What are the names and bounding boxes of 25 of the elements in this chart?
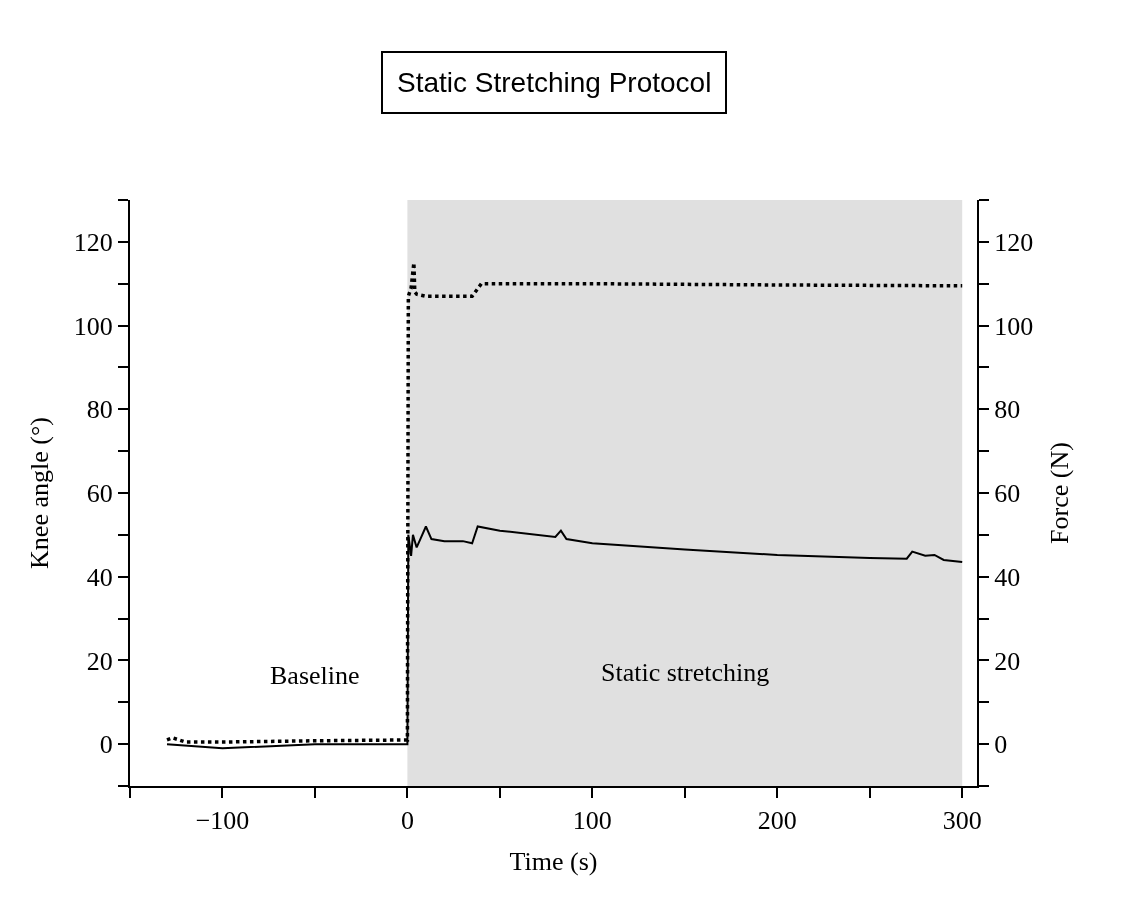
x-tick-label: 0 bbox=[400, 806, 414, 836]
y2-axis-title: Force (N) bbox=[1045, 442, 1075, 544]
y2-tick-label: 80 bbox=[994, 395, 1021, 425]
y2-tick-label: 60 bbox=[994, 479, 1021, 509]
y2-tick-label: 100 bbox=[994, 311, 1034, 341]
annotation: Baseline bbox=[270, 661, 360, 690]
x-axis-title: Time (s) bbox=[509, 847, 598, 877]
y-tick-label: 120 bbox=[73, 227, 113, 257]
y-tick-label: 80 bbox=[86, 395, 113, 425]
y-axis-title: Knee angle (°) bbox=[24, 417, 54, 569]
y2-tick-label: 0 bbox=[994, 730, 1008, 760]
y2-tick-label: 20 bbox=[994, 646, 1021, 676]
y-tick-label: 40 bbox=[86, 562, 113, 592]
x-tick-label: 300 bbox=[942, 806, 982, 836]
y-tick-label: 20 bbox=[86, 646, 113, 676]
x-tick-label: 200 bbox=[757, 806, 797, 836]
y-tick-label: 100 bbox=[73, 311, 113, 341]
y-tick-label: 0 bbox=[99, 730, 113, 760]
x-tick-label: 100 bbox=[572, 806, 612, 836]
chart-title: Static Stretching Protocol bbox=[397, 67, 712, 98]
x-tick-label: −100 bbox=[195, 806, 250, 836]
annotation: Static stretching bbox=[601, 658, 770, 687]
y2-tick-label: 40 bbox=[994, 562, 1021, 592]
y2-tick-label: 120 bbox=[994, 227, 1034, 257]
y-tick-label: 60 bbox=[86, 479, 113, 509]
